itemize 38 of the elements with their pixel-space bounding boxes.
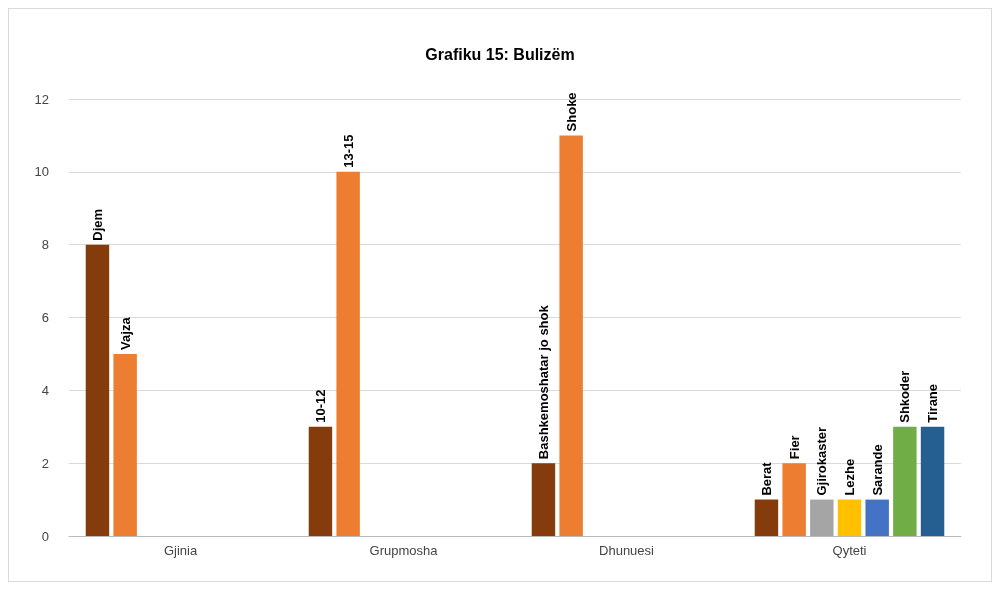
data-label: Djem (89, 208, 105, 241)
y-tick-label: 0 (41, 528, 49, 544)
y-tick-label: 10 (34, 164, 49, 180)
data-label: Lezhe (842, 458, 857, 496)
bar (893, 426, 917, 536)
data-label: Bashkemoshatar jo shok (535, 304, 551, 460)
bar (336, 171, 360, 536)
y-tick-label: 4 (41, 382, 49, 398)
bar (837, 499, 862, 536)
data-label: Tirane (925, 383, 941, 423)
y-tick-label: 6 (41, 310, 49, 325)
x-tick-label: Dhunuesi (599, 543, 655, 558)
data-label: Shoke (563, 92, 579, 132)
data-label: Berat (758, 461, 774, 496)
data-label: Sarande (869, 444, 885, 496)
x-tick-label: Qyteti (832, 543, 867, 558)
data-label: Vajza (117, 316, 133, 350)
bar (754, 499, 779, 536)
data-label: Gjirokaster (814, 426, 830, 496)
y-tick-label: 12 (34, 91, 49, 107)
y-tick-label: 2 (41, 455, 49, 471)
bar (308, 426, 333, 536)
data-label: Fier (786, 435, 802, 460)
bar (85, 244, 110, 536)
bar (531, 463, 556, 536)
x-tick-label: Gjinia (163, 543, 198, 558)
data-label: 13-15 (340, 134, 356, 168)
bar (113, 353, 137, 536)
y-tick-label: 8 (41, 237, 49, 253)
bar (782, 463, 806, 536)
bar (810, 499, 834, 536)
bar (920, 426, 945, 536)
bar (865, 499, 889, 536)
chart-title: Grafiku 15: Bulizëm (425, 45, 575, 63)
data-label: 10-12 (312, 389, 328, 423)
x-tick-label: Grupmosha (369, 543, 439, 558)
data-label: Shkoder (897, 370, 913, 423)
bar (559, 135, 583, 536)
